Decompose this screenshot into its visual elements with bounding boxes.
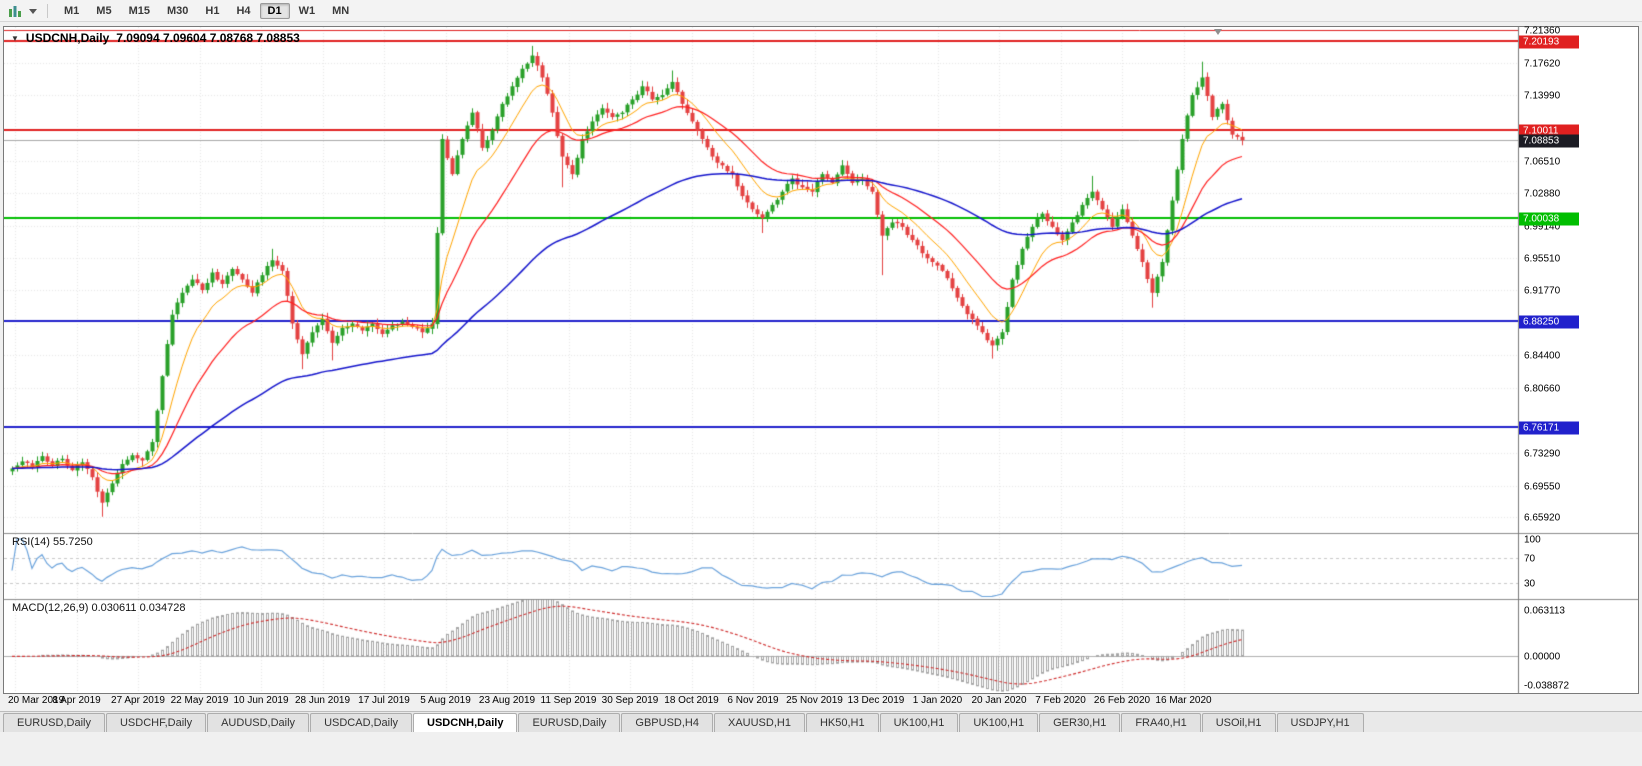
macd-scale-label: -0.038872 bbox=[1524, 680, 1570, 692]
toolbar-separator bbox=[47, 3, 48, 18]
macd-indicator-label: MACD(12,26,9) 0.030611 0.034728 bbox=[12, 602, 186, 614]
chart-tab-uk100-h1[interactable]: UK100,H1 bbox=[879, 713, 959, 732]
date-axis-label: 17 Jul 2019 bbox=[358, 695, 410, 706]
chart-tab-usdjpy-h1[interactable]: USDJPY,H1 bbox=[1276, 713, 1364, 732]
date-axis-label: 10 Jun 2019 bbox=[233, 695, 289, 706]
price-axis-tick: 7.06510 bbox=[1524, 156, 1561, 168]
rsi-indicator-label: RSI(14) 55.7250 bbox=[12, 536, 93, 548]
chart-tab-ger30-h1[interactable]: GER30,H1 bbox=[1039, 713, 1121, 732]
current-price-badge: 7.08853 bbox=[1519, 134, 1579, 148]
charts-icon[interactable] bbox=[6, 3, 24, 19]
support-line-badge: 6.76171 bbox=[1519, 421, 1579, 435]
chart-tab-fra40-h1[interactable]: FRA40,H1 bbox=[1121, 713, 1201, 732]
chart-tab-xauusd-h1[interactable]: XAUUSD,H1 bbox=[713, 713, 805, 732]
price-axis-tick: 6.69550 bbox=[1524, 481, 1561, 493]
date-axis-label: 18 Oct 2019 bbox=[664, 695, 719, 706]
rsi-scale-label: 70 bbox=[1524, 553, 1536, 565]
price-axis-tick: 6.91770 bbox=[1524, 285, 1561, 297]
price-axis-tick: 7.13990 bbox=[1524, 90, 1561, 102]
date-axis-label: 20 Mar 2019 bbox=[8, 695, 65, 706]
chart-window: ▼ USDCNH,Daily 7.09094 7.09604 7.08768 7… bbox=[3, 26, 1639, 694]
price-axis-tick: 7.21360 bbox=[1524, 25, 1561, 37]
chart-tab-audusd-daily[interactable]: AUDUSD,Daily bbox=[207, 713, 310, 732]
price-chart-canvas[interactable] bbox=[4, 27, 1638, 693]
date-axis-label: 5 Aug 2019 bbox=[420, 695, 471, 706]
timeframe-button-h4[interactable]: H4 bbox=[228, 3, 258, 19]
chart-title-overlay: ▼ USDCNH,Daily 7.09094 7.09604 7.08768 7… bbox=[11, 31, 300, 45]
chart-symbol-label: USDCNH,Daily bbox=[25, 31, 110, 45]
chart-tab-usoil-h1[interactable]: USOil,H1 bbox=[1201, 713, 1276, 732]
chart-tab-eurusd-daily[interactable]: EURUSD,Daily bbox=[3, 713, 105, 732]
chart-tab-usdcnh-daily[interactable]: USDCNH,Daily bbox=[413, 713, 518, 732]
chart-ohlc-readout: 7.09094 7.09604 7.08768 7.08853 bbox=[116, 31, 300, 45]
date-axis: 20 Mar 2019 8 Apr 2019 27 Apr 2019 22 May 2… bbox=[4, 694, 1638, 708]
macd-scale-label: 0.063113 bbox=[1524, 605, 1565, 617]
timeframe-buttons-group: M1 M5 M15 M30 H1 H4 D1 W1 MN bbox=[56, 2, 357, 19]
timeframe-button-m1[interactable]: M1 bbox=[56, 3, 87, 19]
date-axis-label: 11 Sep 2019 bbox=[540, 695, 597, 706]
resistance-line-badge: 7.20193 bbox=[1519, 35, 1579, 49]
pivot-line-badge: 7.00038 bbox=[1519, 212, 1579, 226]
date-axis-label: 28 Jun 2019 bbox=[294, 695, 351, 706]
chart-shift-marker[interactable] bbox=[1214, 29, 1222, 35]
resistance-line-badge: 7.10011 bbox=[1519, 124, 1579, 138]
timeframe-button-d1[interactable]: D1 bbox=[259, 2, 290, 19]
price-axis-tick: 6.65920 bbox=[1524, 512, 1561, 524]
timeframe-button-m5[interactable]: M5 bbox=[88, 3, 119, 19]
chart-tab-eurusd-daily[interactable]: EURUSD,Daily bbox=[518, 713, 621, 732]
rsi-scale-label: 100 bbox=[1524, 534, 1541, 546]
support-line-badge: 6.88250 bbox=[1519, 315, 1579, 329]
price-axis-tick: 7.17620 bbox=[1524, 58, 1561, 70]
price-axis-tick: 6.84400 bbox=[1524, 350, 1561, 362]
date-axis-label: 26 Feb 2020 bbox=[1093, 695, 1151, 706]
date-axis-label: 1 Jan 2020 bbox=[912, 695, 963, 706]
macd-scale-label: 0.00000 bbox=[1524, 651, 1561, 663]
chart-tab-usdchf-daily[interactable]: USDCHF,Daily bbox=[105, 713, 207, 732]
date-axis-label: 6 Nov 2019 bbox=[727, 695, 779, 706]
price-axis-tick: 6.95510 bbox=[1524, 253, 1561, 264]
date-axis-label: 30 Sep 2019 bbox=[601, 695, 659, 706]
date-axis-label: 25 Nov 2019 bbox=[786, 695, 843, 706]
timeframe-button-m15[interactable]: M15 bbox=[121, 3, 158, 19]
chart-tab-gbpusd-h4[interactable]: GBPUSD,H4 bbox=[621, 713, 713, 732]
price-axis-tick: 7.02880 bbox=[1524, 188, 1561, 200]
chart-tab-uk100-h1[interactable]: UK100,H1 bbox=[959, 713, 1039, 732]
price-axis-tick: 6.99140 bbox=[1524, 221, 1561, 233]
date-axis-label: 22 May 2019 bbox=[170, 695, 229, 706]
rsi-scale-label: 30 bbox=[1524, 578, 1536, 590]
chart-tab-usdcad-daily[interactable]: USDCAD,Daily bbox=[310, 713, 413, 732]
collapse-chart-icon[interactable]: ▼ bbox=[11, 33, 19, 43]
chart-tabs-bar: EURUSD,Daily USDCHF,Daily AUDUSD,Daily USDC… bbox=[0, 711, 1642, 732]
date-axis-label: 13 Dec 2019 bbox=[847, 695, 905, 706]
chart-tab-hk50-h1[interactable]: HK50,H1 bbox=[805, 713, 879, 732]
date-axis-label: 23 Aug 2019 bbox=[478, 695, 536, 706]
timeframe-button-w1[interactable]: W1 bbox=[291, 3, 324, 19]
date-axis-label: 16 Mar 2020 bbox=[1155, 695, 1212, 706]
date-axis-label: 7 Feb 2020 bbox=[1035, 695, 1086, 706]
date-axis-label: 8 Apr 2019 bbox=[52, 695, 101, 706]
price-axis-tick: 6.80660 bbox=[1524, 383, 1561, 395]
timeframe-toolbar: M1 M5 M15 M30 H1 H4 D1 W1 MN bbox=[0, 0, 1642, 22]
timeframe-button-h1[interactable]: H1 bbox=[197, 3, 227, 19]
date-axis-label: 20 Jan 2020 bbox=[971, 695, 1027, 706]
caret-down-icon[interactable] bbox=[27, 8, 39, 14]
date-axis-label: 27 Apr 2019 bbox=[111, 695, 165, 706]
price-axis-tick: 6.73290 bbox=[1524, 448, 1561, 460]
timeframe-button-mn[interactable]: MN bbox=[324, 3, 357, 19]
timeframe-button-m30[interactable]: M30 bbox=[159, 3, 196, 19]
